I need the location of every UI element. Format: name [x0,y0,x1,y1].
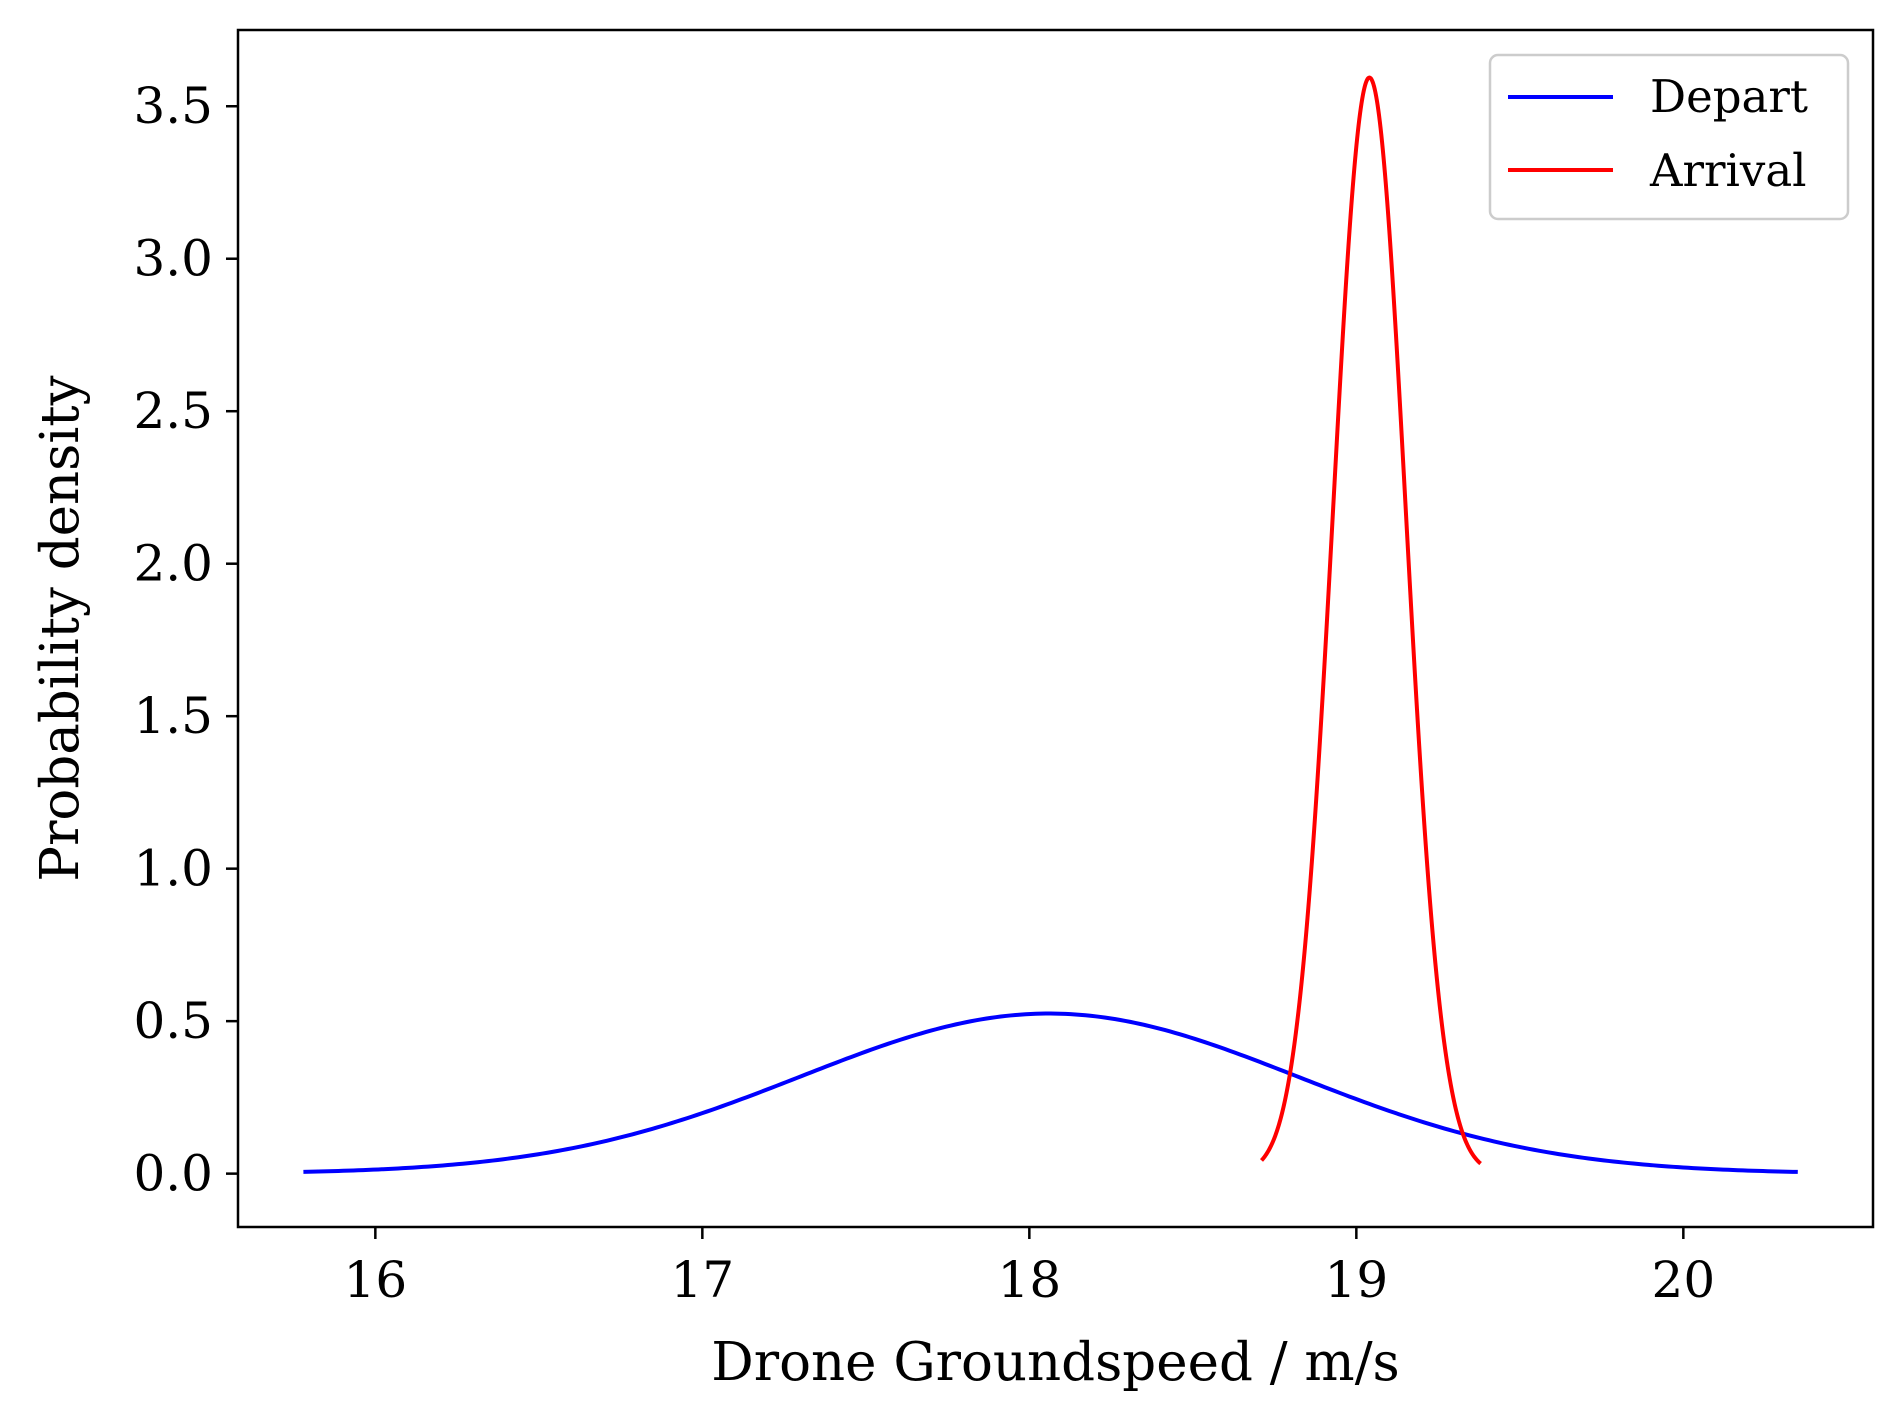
legend-label-arrival: Arrival [1649,144,1807,197]
y-axis: 0.0 0.5 1.0 1.5 2.0 2.5 3.0 3.5 [133,77,238,1203]
series-line-depart [303,1011,1798,1174]
y-tick-label: 2.5 [133,382,213,440]
x-tick-label: 16 [344,1251,408,1309]
series-line-arrival [1260,75,1482,1166]
x-tick-label: 20 [1652,1251,1716,1309]
y-tick-label: 1.0 [133,840,213,898]
y-tick-label: 3.5 [133,77,213,135]
y-tick-label: 3.0 [133,230,213,288]
plot-frame [236,28,1875,1229]
legend-label-depart: Depart [1650,70,1808,123]
y-tick-label: 0.0 [133,1145,213,1203]
y-tick-label: 1.5 [133,687,213,745]
y-tick-label: 2.0 [133,535,213,593]
x-axis-label: Drone Groundspeed / m/s [711,1332,1400,1393]
legend: Depart Arrival [1488,53,1850,221]
plot-lines [303,75,1798,1174]
x-tick-label: 18 [998,1251,1062,1309]
y-tick-label: 0.5 [133,992,213,1050]
x-axis: 16 17 18 19 20 [344,1227,1716,1309]
x-tick-label: 17 [671,1251,735,1309]
x-tick-label: 19 [1325,1251,1389,1309]
y-axis-label: Probability density [30,375,91,881]
